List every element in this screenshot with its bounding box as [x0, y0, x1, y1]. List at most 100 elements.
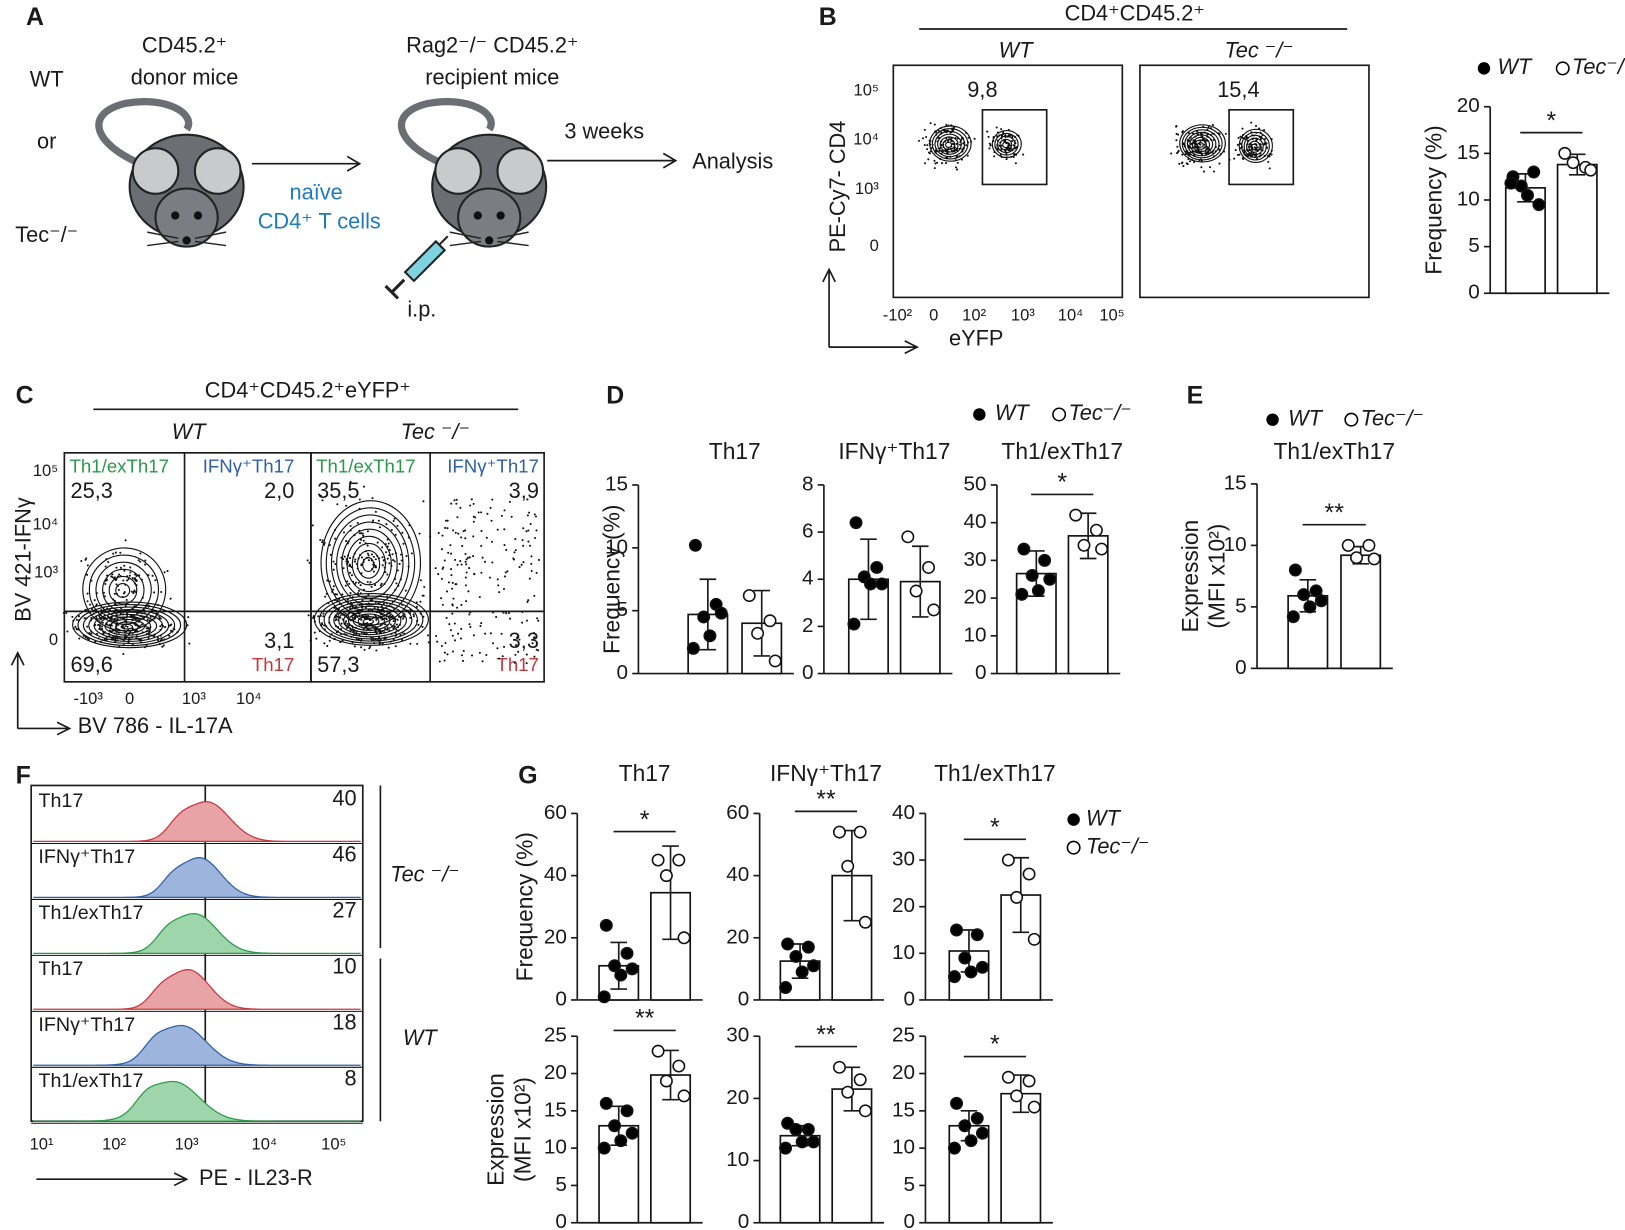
- contour: [942, 139, 956, 151]
- event-dot: [124, 625, 127, 628]
- contour: [109, 618, 146, 634]
- data-point: [832, 1060, 846, 1074]
- data-point: [1043, 572, 1057, 586]
- event-dot: [62, 611, 65, 614]
- event-dot: [319, 494, 322, 497]
- event-dot: [353, 560, 357, 563]
- y-tick-label: 30: [964, 548, 987, 571]
- track-name: IFNγ⁺Th17: [38, 1014, 135, 1036]
- panel-label: B: [819, 3, 837, 31]
- contour: [341, 528, 398, 599]
- event-dot: [498, 591, 501, 594]
- event-dot: [334, 593, 337, 596]
- event-dot: [1212, 170, 1216, 173]
- event-dot: [130, 590, 133, 593]
- event-dot: [108, 617, 111, 620]
- data-point: [1558, 146, 1572, 160]
- event-dot: [372, 519, 375, 522]
- event-dot: [422, 500, 425, 503]
- y-axis-label: Frequency (%): [1420, 125, 1446, 274]
- event-dot: [1267, 160, 1270, 164]
- event-dot: [1175, 132, 1178, 135]
- event-dot: [451, 604, 454, 607]
- legend-marker: [1266, 413, 1279, 426]
- track-value: 8: [344, 1065, 356, 1090]
- event-dot: [452, 529, 455, 532]
- event-dot: [464, 584, 467, 587]
- event-dot: [147, 573, 150, 576]
- chart-title: Th17: [709, 438, 761, 464]
- event-dot: [454, 531, 457, 534]
- event-dot: [1264, 137, 1267, 140]
- event-dot: [451, 634, 454, 637]
- event-dot: [497, 657, 501, 660]
- event-dot: [337, 615, 340, 618]
- data-point: [1584, 163, 1598, 177]
- route-label: i.p.: [407, 297, 436, 322]
- y-axis-label: BV 421-IFNγ: [11, 497, 36, 622]
- event-dot: [505, 548, 508, 551]
- significance: *: [1057, 469, 1067, 497]
- bar: [1340, 554, 1382, 670]
- event-dot: [465, 563, 468, 566]
- event-dot: [988, 142, 991, 145]
- event-dot: [1014, 162, 1017, 165]
- contour: [357, 616, 380, 627]
- event-dot: [393, 560, 396, 563]
- event-dot: [533, 632, 536, 635]
- event-dot: [334, 537, 337, 540]
- x-tick-label: 10²: [962, 305, 986, 324]
- event-dot: [336, 503, 339, 506]
- track-name: Th1/exTh17: [38, 902, 143, 924]
- event-dot: [933, 159, 936, 162]
- data-point: [714, 606, 728, 620]
- contour: [937, 133, 962, 155]
- contour: [325, 507, 416, 619]
- event-dot: [473, 572, 476, 575]
- y-tick-label: 5: [904, 1173, 916, 1196]
- data-point: [608, 959, 622, 973]
- event-dot: [444, 526, 447, 529]
- event-dot: [364, 625, 367, 628]
- event-dot: [1007, 134, 1011, 137]
- data-point: [625, 1126, 639, 1140]
- event-dot: [386, 626, 389, 629]
- event-dot: [452, 597, 455, 600]
- y-tick-label: 5: [617, 598, 629, 621]
- event-dot: [306, 559, 309, 562]
- chart-title: Th1/exTh17: [1001, 438, 1123, 464]
- event-dot: [512, 557, 515, 560]
- event-dot: [334, 619, 337, 622]
- event-dot: [1228, 158, 1231, 161]
- data-point: [1288, 563, 1302, 577]
- event-dot: [457, 532, 460, 535]
- event-dot: [153, 635, 156, 638]
- y-tick-label: 2: [802, 614, 814, 637]
- event-dot: [451, 612, 454, 615]
- event-dot: [507, 612, 511, 615]
- event-dot: [480, 544, 483, 548]
- event-dot: [485, 653, 488, 657]
- data-point: [1022, 1074, 1036, 1088]
- event-dot: [1004, 134, 1007, 137]
- event-dot: [416, 642, 419, 645]
- event-dot: [104, 565, 107, 568]
- event-dot: [936, 161, 939, 164]
- y-tick-label: 20: [544, 925, 567, 948]
- event-dot: [389, 623, 392, 626]
- event-dot: [468, 613, 471, 616]
- event-dot: [368, 647, 371, 650]
- event-dot: [384, 617, 387, 620]
- event-dot: [323, 624, 326, 627]
- contour: [318, 595, 424, 644]
- event-dot: [105, 623, 108, 626]
- event-dot: [367, 609, 370, 612]
- event-dot: [986, 130, 989, 133]
- event-dot: [372, 555, 375, 558]
- significance: **: [1325, 499, 1345, 527]
- x-tick-label: 0: [929, 305, 938, 324]
- event-dot: [530, 555, 533, 558]
- event-dot: [321, 541, 324, 544]
- panel-f: Tec ⁻/⁻ WT 10¹ 10² 10³ 10⁴ 10⁵ PE - IL23…: [30, 784, 460, 1190]
- event-dot: [495, 615, 498, 619]
